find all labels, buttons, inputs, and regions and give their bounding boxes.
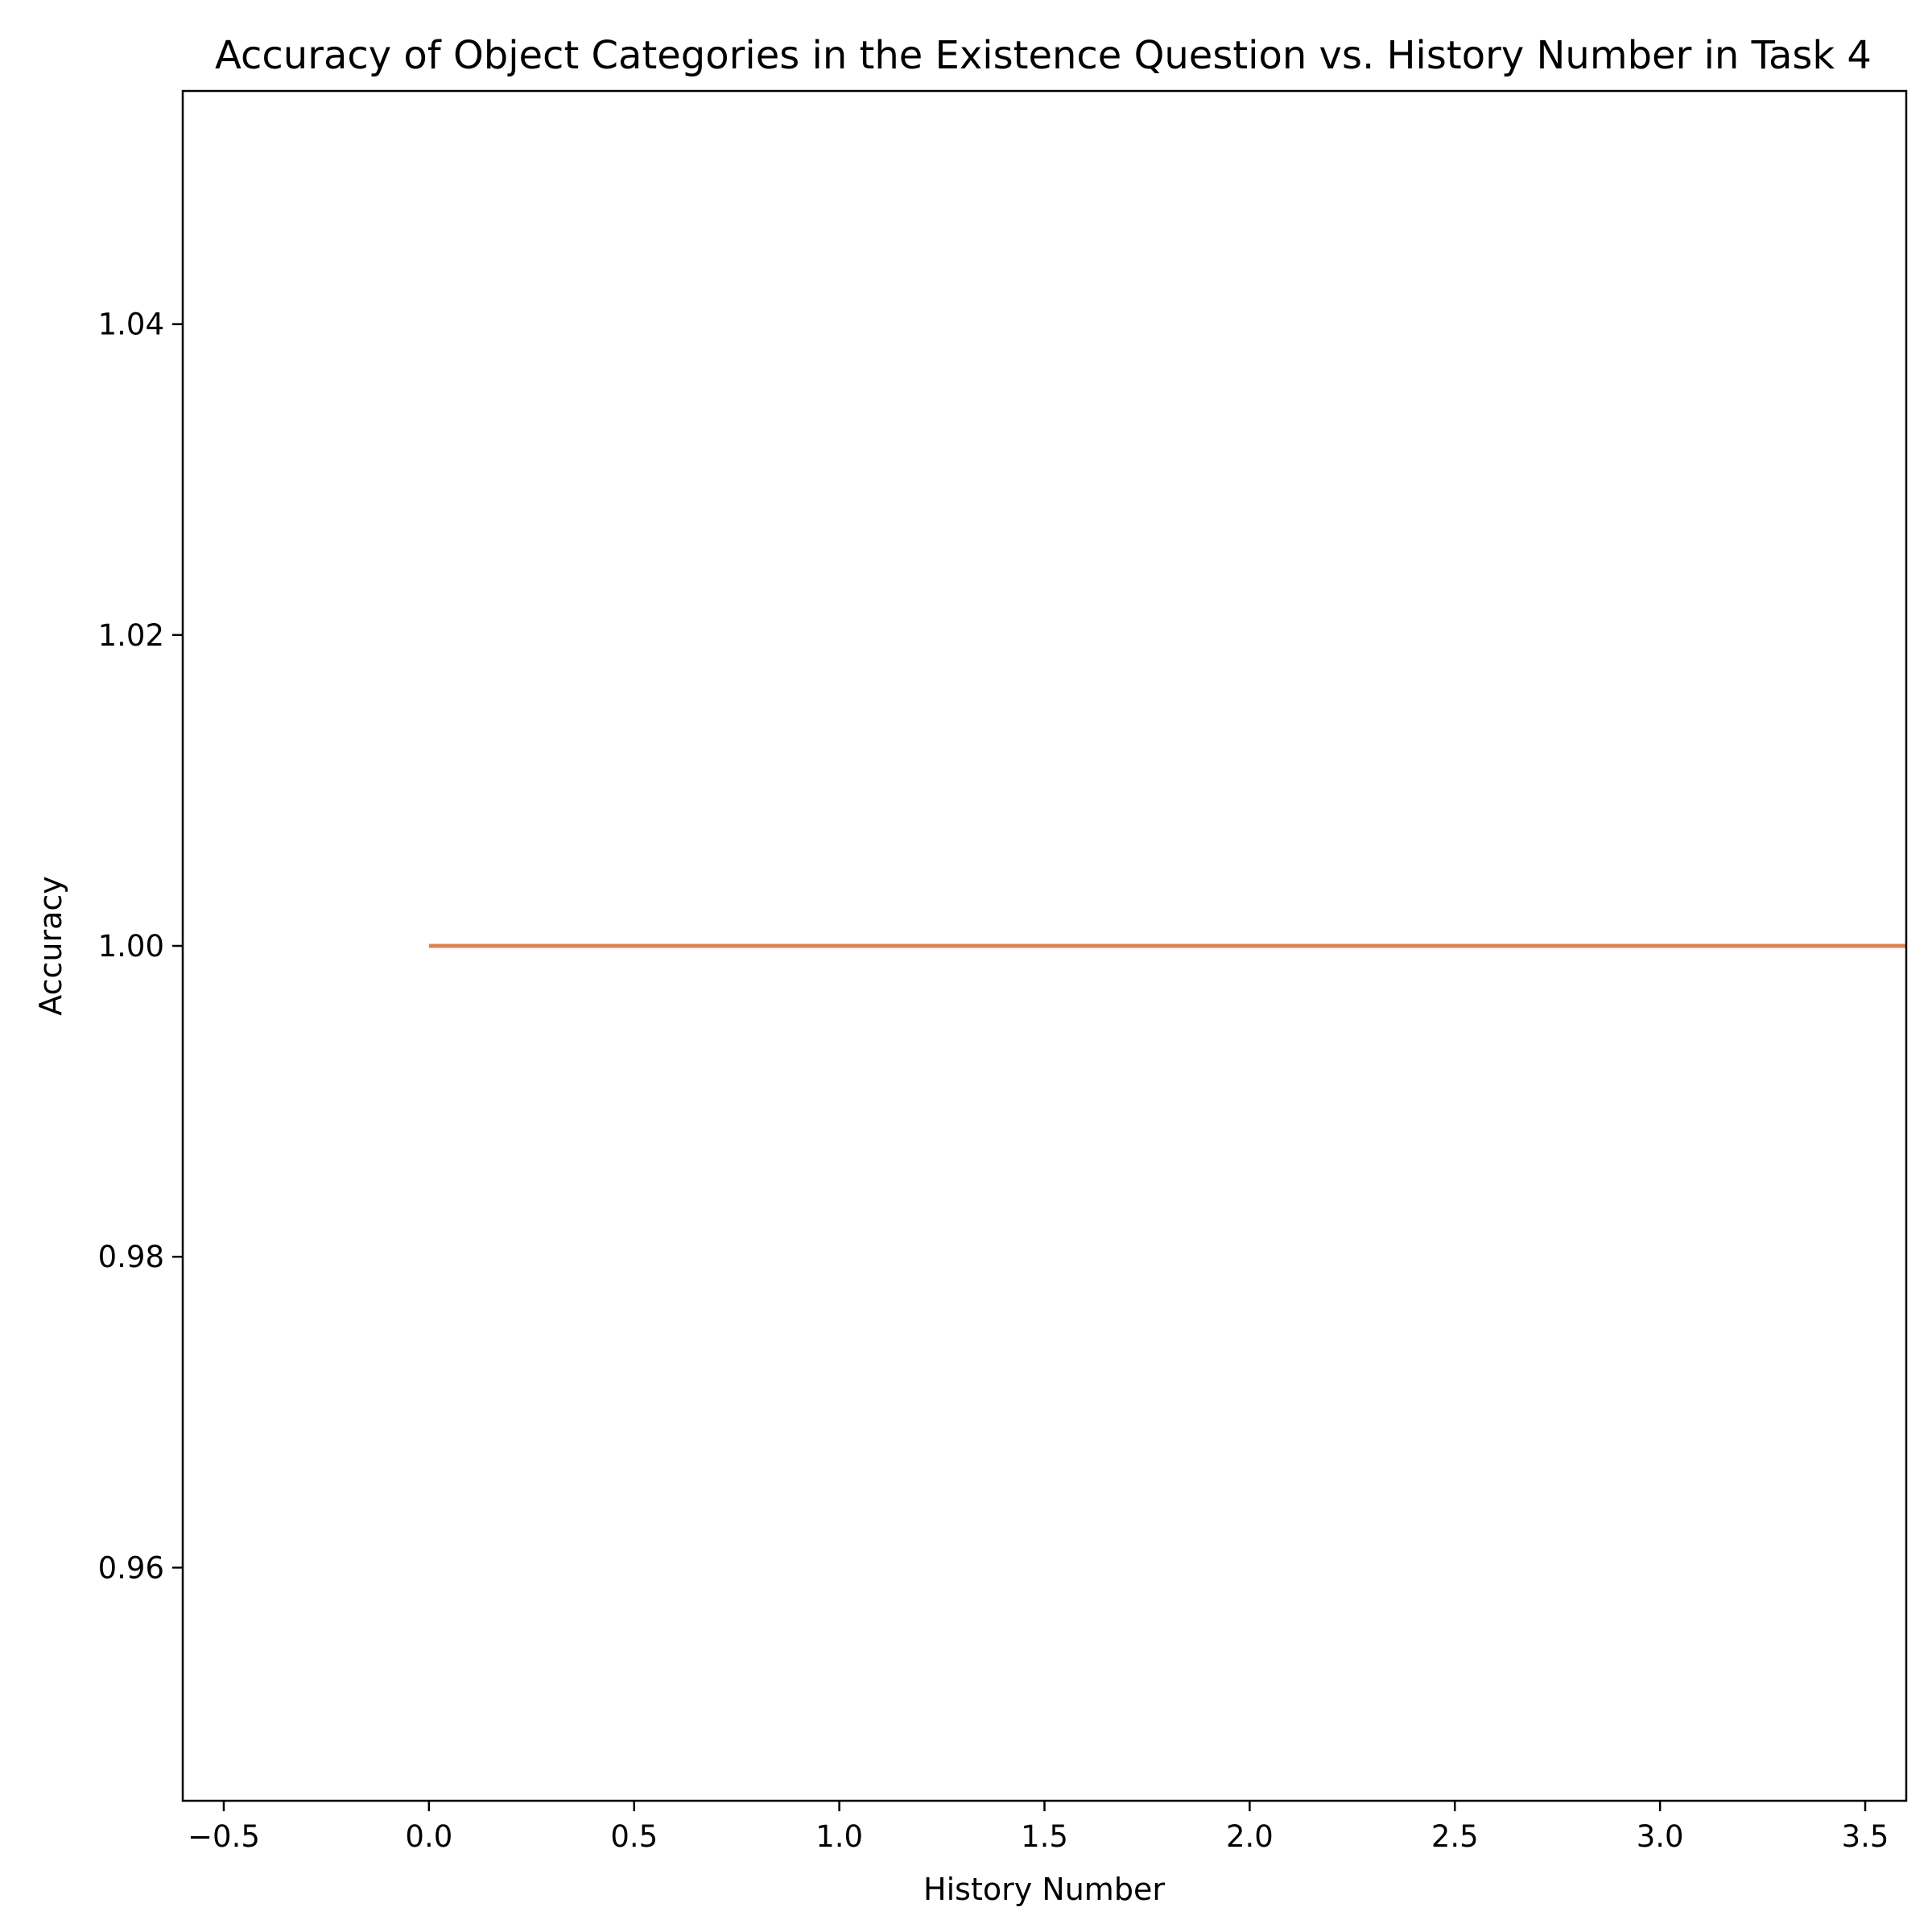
y-tick-label: 1.00: [98, 929, 164, 964]
y-tick-label: 1.04: [98, 308, 164, 342]
x-tick-label: 2.5: [1431, 1819, 1479, 1854]
y-axis: 0.96 0.98 1.00 1.02 1.04: [98, 308, 183, 1585]
y-tick-label: 1.02: [98, 618, 164, 653]
x-tick-label: 1.0: [815, 1819, 863, 1854]
y-tick-label: 0.96: [98, 1550, 164, 1585]
x-tick-label: 3.5: [1842, 1819, 1889, 1854]
chart-title: Accuracy of Object Categories in the Exi…: [215, 33, 1872, 78]
x-tick-label: 0.5: [610, 1819, 658, 1854]
x-tick-label: 2.0: [1226, 1819, 1274, 1854]
y-axis-label: Accuracy: [33, 876, 68, 1016]
x-tick-label: 1.5: [1021, 1819, 1068, 1854]
y-tick-label: 0.98: [98, 1240, 164, 1274]
x-axis-label: History Number: [923, 1872, 1165, 1907]
x-tick-label: −0.5: [188, 1819, 260, 1854]
x-tick-label: 3.0: [1637, 1819, 1684, 1854]
x-tick-label: 0.0: [405, 1819, 452, 1854]
x-axis: −0.5 0.0 0.5 1.0 1.5 2.0 2.5 3.0 3.5: [188, 1801, 1889, 1854]
